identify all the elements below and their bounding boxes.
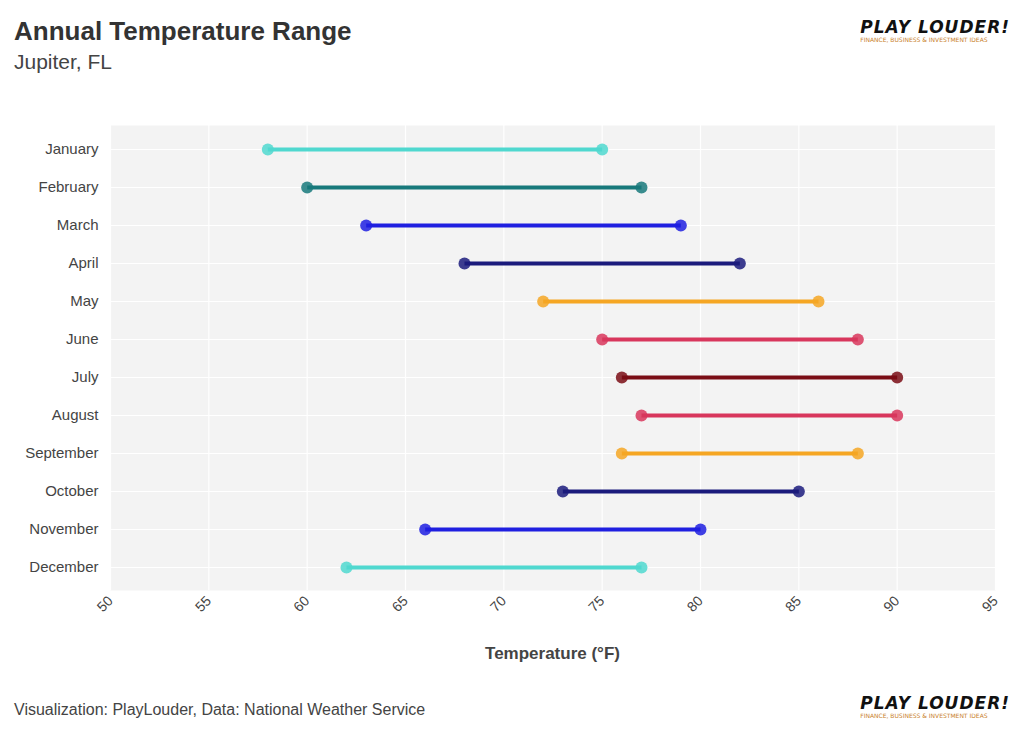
html-text:Visualization: PlayLouder, Dat: Visualization: PlayLouder, Data: Nationa…: [14, 701, 426, 718]
svg-text:September: September: [25, 444, 98, 461]
html-text:Annual Temperature Range: Annual Temperature Range: [14, 16, 352, 46]
svg-text:55: 55: [192, 592, 214, 614]
svg-text:June: June: [66, 330, 99, 347]
svg-text:May: May: [70, 292, 99, 309]
html-text:Jupiter, FL: Jupiter, FL: [14, 50, 113, 73]
svg-text:August: August: [52, 406, 100, 423]
html-text:FINANCE, BUSINESS & INVESTMENT: FINANCE, BUSINESS & INVESTMENT IDEAS: [860, 36, 988, 43]
svg-text:December: December: [29, 558, 98, 575]
svg-text:October: October: [45, 482, 98, 499]
svg-text:July: July: [72, 368, 99, 385]
svg-text:50: 50: [93, 592, 115, 614]
svg-text:85: 85: [782, 592, 804, 614]
html-text:PLAY LOUDER!: PLAY LOUDER!: [860, 17, 1010, 37]
svg-text:95: 95: [978, 592, 1000, 614]
svg-text:January: January: [45, 140, 99, 157]
svg-text:90: 90: [880, 592, 902, 614]
svg-text:65: 65: [388, 592, 410, 614]
svg-text:75: 75: [585, 592, 607, 614]
html-text:Temperature (°F): Temperature (°F): [485, 644, 620, 663]
svg-text:70: 70: [487, 592, 509, 614]
svg-text:February: February: [38, 178, 99, 195]
svg-text:April: April: [68, 254, 98, 271]
svg-text:March: March: [57, 216, 99, 233]
html-text:PLAY LOUDER!: PLAY LOUDER!: [860, 693, 1010, 713]
svg-text:60: 60: [290, 592, 312, 614]
svg-text:80: 80: [683, 592, 705, 614]
svg-text:November: November: [29, 520, 98, 537]
html-text:FINANCE, BUSINESS & INVESTMENT: FINANCE, BUSINESS & INVESTMENT IDEAS: [860, 712, 988, 719]
